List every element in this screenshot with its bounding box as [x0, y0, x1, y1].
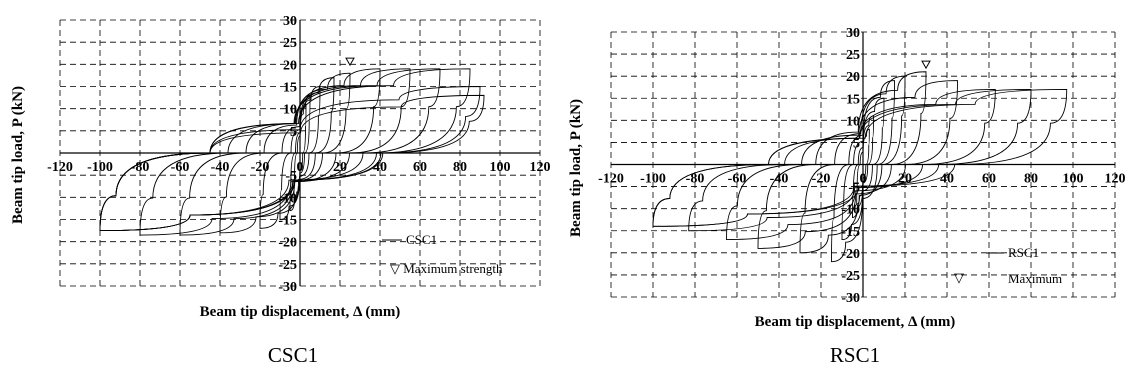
- hysteresis-loop: [726, 80, 958, 241]
- series-RSC1: [652, 71, 1068, 263]
- y-tick-label: 5: [853, 136, 860, 151]
- y-tick-label: 25: [283, 36, 297, 51]
- y-tick-label: -30: [278, 280, 297, 295]
- y-tick-label: 25: [846, 48, 860, 63]
- y-tick-label: 10: [846, 114, 860, 129]
- x-tick-label: -20: [812, 172, 831, 187]
- y-tick-label: -25: [841, 269, 860, 284]
- x-tick-label: 80: [1024, 172, 1038, 187]
- hysteresis-loop: [831, 80, 895, 263]
- max-strength-marker: [345, 57, 355, 67]
- x-tick-label: 60: [982, 172, 996, 187]
- x-tick-label: -40: [211, 160, 230, 175]
- y-tick-label: -20: [841, 247, 860, 262]
- x-tick-label: -80: [131, 160, 150, 175]
- y-tick-label: 15: [283, 81, 297, 96]
- y-tick-label: 5: [290, 125, 297, 140]
- hysteresis-loop: [852, 115, 874, 218]
- y-tick-label: 10: [283, 103, 297, 118]
- x-tick-label: 40: [940, 172, 954, 187]
- hysteresis-loop: [259, 77, 335, 229]
- x-tick-label: -40: [770, 172, 789, 187]
- x-tick-label: -120: [598, 172, 624, 187]
- hysteresis-loop: [688, 88, 996, 232]
- hysteresis-loop: [139, 68, 411, 236]
- x-tick-label: 20: [333, 160, 347, 175]
- y-tick-label: 15: [846, 92, 860, 107]
- x-tick-label: 120: [1105, 172, 1126, 187]
- chart-1: -120 -100 -80 -60 -40 -20 0 20 40 60 80 100 120-30-2…: [47, 14, 550, 295]
- x-tick-label: 60: [413, 160, 427, 175]
- x-tick-label: -100: [640, 172, 666, 187]
- y-tick-label: 20: [283, 58, 297, 73]
- hysteresis-loop: [799, 75, 906, 254]
- y-tick-label: -30: [841, 291, 860, 306]
- y-tick-label: -25: [278, 258, 297, 273]
- y-tick-label: 30: [283, 14, 297, 29]
- x-tick-label: -80: [686, 172, 705, 187]
- x-tick-label: -60: [728, 172, 747, 187]
- x-tick-label: 100: [1063, 172, 1084, 187]
- hysteresis-loop: [652, 88, 1068, 227]
- x-tick-label: -60: [171, 160, 190, 175]
- y-tick-label: 30: [846, 26, 860, 41]
- x-tick-label: -100: [87, 160, 113, 175]
- x-tick-label: -20: [251, 160, 270, 175]
- y-tick-label: -20: [278, 236, 297, 251]
- x-tick-label: 120: [530, 160, 551, 175]
- hysteresis-loop: [757, 71, 927, 249]
- hysteresis-loop: [279, 86, 321, 220]
- max-strength-marker: [921, 60, 931, 70]
- y-tick-label: -10: [841, 203, 860, 218]
- y-tick-label: -15: [278, 214, 297, 229]
- y-tick-label: 20: [846, 70, 860, 85]
- hysteresis-loop: [99, 94, 485, 232]
- series-CSC1: [99, 68, 485, 236]
- x-tick-label: 0: [297, 160, 304, 175]
- chart-2: -120 -100 -80 -60 -40 -20 0 20 40 60 80 100 120-30-2…: [598, 26, 1125, 306]
- x-tick-label: 80: [453, 160, 467, 175]
- hysteresis-loop: [179, 68, 381, 236]
- x-tick-label: 100: [490, 160, 511, 175]
- x-tick-label: -120: [47, 160, 73, 175]
